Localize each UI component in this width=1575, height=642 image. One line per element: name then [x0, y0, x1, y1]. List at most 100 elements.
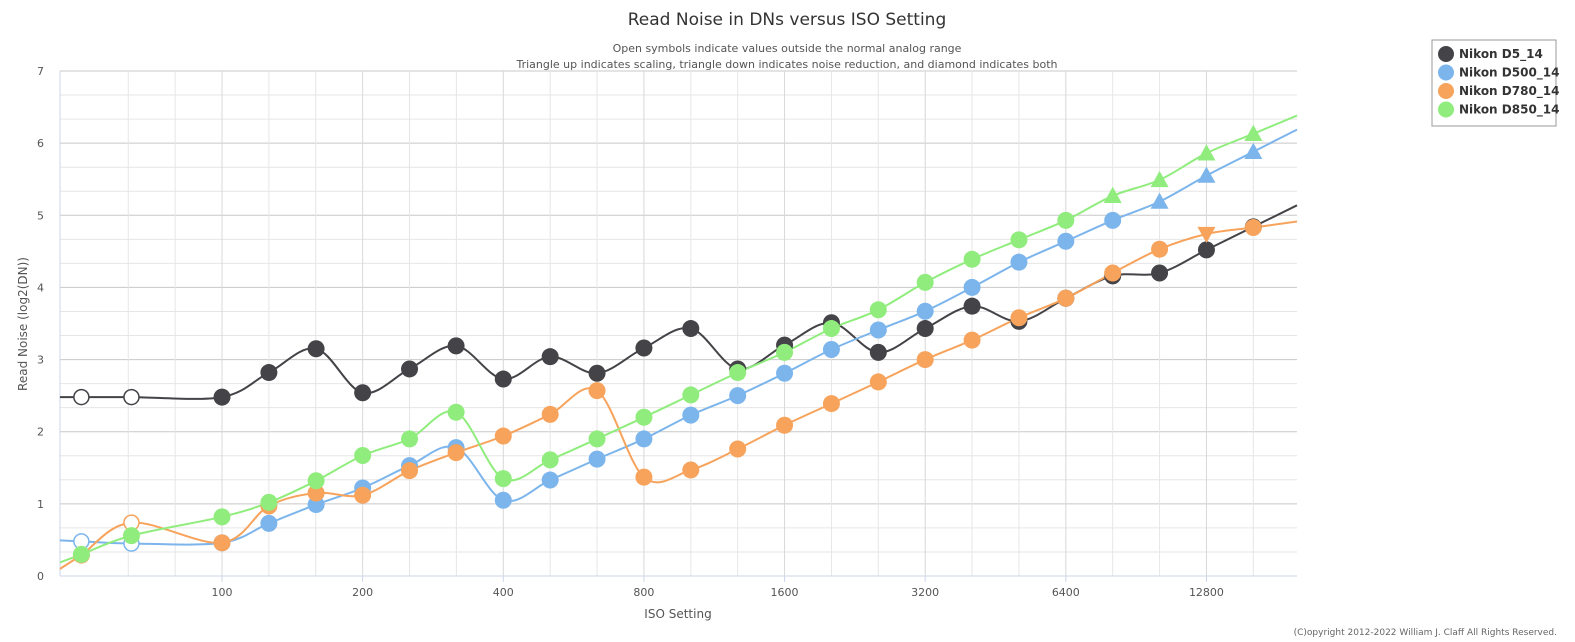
data-point-nikon-d850-14[interactable] — [1103, 186, 1122, 204]
y-tick-label: 2 — [37, 426, 44, 439]
data-point-nikon-d850-14[interactable] — [729, 364, 747, 382]
data-point-nikon-d850-14[interactable] — [354, 447, 372, 465]
data-point-nikon-d850-14[interactable] — [213, 508, 231, 526]
data-point-nikon-d850-14[interactable] — [541, 451, 559, 469]
data-point-nikon-d500-14[interactable] — [541, 471, 559, 489]
data-point-nikon-d500-14[interactable] — [260, 514, 278, 532]
data-point-nikon-d500-14[interactable] — [1150, 192, 1169, 209]
data-point-nikon-d500-14[interactable] — [776, 364, 794, 382]
data-point-nikon-d5-14[interactable] — [1197, 241, 1215, 259]
data-point-nikon-d850-14[interactable] — [72, 545, 90, 563]
data-point-nikon-d850-14[interactable] — [869, 301, 887, 319]
data-point-nikon-d5-14[interactable] — [494, 370, 512, 388]
data-point-nikon-d5-14[interactable] — [447, 337, 465, 355]
data-point-nikon-d780-14[interactable] — [963, 331, 981, 349]
series-markers-layer[interactable] — [72, 124, 1263, 564]
data-point-nikon-d5-14[interactable] — [635, 339, 653, 357]
data-point-nikon-d780-14[interactable] — [1151, 240, 1169, 258]
data-point-nikon-d850-14[interactable] — [682, 386, 700, 404]
data-point-nikon-d850-14[interactable] — [1057, 211, 1075, 229]
data-point-nikon-d850-14[interactable] — [401, 430, 419, 448]
data-point-nikon-d850-14[interactable] — [588, 430, 606, 448]
data-point-nikon-d780-14[interactable] — [447, 444, 465, 462]
data-point-nikon-d850-14[interactable] — [1010, 231, 1028, 249]
y-tick-label: 5 — [37, 209, 44, 222]
x-tick-label: 6400 — [1052, 586, 1080, 599]
data-point-nikon-d5-14[interactable] — [354, 384, 372, 402]
data-point-nikon-d850-14[interactable] — [307, 472, 325, 490]
data-point-nikon-d500-14[interactable] — [1010, 253, 1028, 271]
data-point-nikon-d850-14[interactable] — [260, 493, 278, 511]
y-tick-label: 6 — [37, 137, 44, 150]
y-axis-title: Read Noise (log2(DN)) — [16, 257, 30, 391]
data-point-nikon-d780-14[interactable] — [635, 468, 653, 486]
data-point-nikon-d500-14[interactable] — [916, 302, 934, 320]
data-point-nikon-d5-14[interactable] — [213, 388, 231, 406]
data-point-nikon-d780-14[interactable] — [682, 461, 700, 479]
legend-item-label[interactable]: Nikon D850_14 — [1459, 103, 1560, 118]
data-point-nikon-d780-14[interactable] — [1244, 219, 1262, 237]
data-point-nikon-d850-14[interactable] — [122, 527, 140, 545]
data-point-nikon-d780-14[interactable] — [541, 405, 559, 423]
data-point-nikon-d500-14[interactable] — [822, 340, 840, 358]
data-point-nikon-d780-14[interactable] — [401, 462, 419, 480]
data-point-nikon-d850-14[interactable] — [822, 320, 840, 338]
legend-marker — [1438, 83, 1454, 99]
data-point-nikon-d500-14[interactable] — [869, 321, 887, 339]
data-point-nikon-d500-14[interactable] — [635, 430, 653, 448]
data-point-nikon-d5-14[interactable] — [541, 348, 559, 366]
data-point-nikon-d780-14[interactable] — [776, 416, 794, 434]
data-point-nikon-d780-14[interactable] — [494, 427, 512, 445]
data-point-nikon-d5-14[interactable] — [682, 320, 700, 338]
data-point-nikon-d780-14[interactable] — [307, 484, 325, 502]
data-point-nikon-d850-14[interactable] — [1197, 144, 1216, 161]
data-point-nikon-d780-14[interactable] — [1057, 289, 1075, 307]
data-point-nikon-d500-14[interactable] — [588, 450, 606, 468]
data-point-nikon-d850-14[interactable] — [963, 250, 981, 268]
data-point-nikon-d850-14[interactable] — [776, 343, 794, 361]
data-point-nikon-d780-14[interactable] — [1197, 226, 1216, 244]
data-point-nikon-d850-14[interactable] — [916, 273, 934, 291]
legend-item-label[interactable]: Nikon D780_14 — [1459, 84, 1560, 99]
data-point-nikon-d500-14[interactable] — [494, 491, 512, 509]
data-point-nikon-d500-14[interactable] — [963, 278, 981, 296]
data-point-nikon-d780-14[interactable] — [1104, 264, 1122, 282]
data-point-nikon-d5-14[interactable] — [73, 388, 90, 406]
data-point-nikon-d780-14[interactable] — [729, 440, 747, 458]
y-tick-label: 4 — [37, 281, 44, 294]
legend-item-label[interactable]: Nikon D500_14 — [1459, 66, 1560, 81]
data-point-nikon-d500-14[interactable] — [682, 406, 700, 424]
data-point-nikon-d5-14[interactable] — [916, 320, 934, 338]
chart-subtitle-line-2: Triangle up indicates scaling, triangle … — [515, 58, 1057, 71]
data-point-nikon-d5-14[interactable] — [1151, 264, 1169, 282]
data-point-nikon-d780-14[interactable] — [822, 395, 840, 413]
data-point-nikon-d5-14[interactable] — [260, 364, 278, 382]
legend-marker — [1438, 64, 1454, 81]
x-axis-title: ISO Setting — [644, 607, 711, 621]
data-point-nikon-d500-14[interactable] — [1244, 142, 1263, 159]
data-point-nikon-d780-14[interactable] — [588, 382, 606, 400]
data-point-nikon-d5-14[interactable] — [588, 364, 606, 382]
data-point-nikon-d850-14[interactable] — [1150, 170, 1169, 188]
data-point-nikon-d500-14[interactable] — [729, 387, 747, 405]
data-point-nikon-d5-14[interactable] — [307, 340, 325, 358]
data-point-nikon-d780-14[interactable] — [354, 486, 372, 504]
data-point-nikon-d780-14[interactable] — [213, 534, 231, 552]
data-point-nikon-d500-14[interactable] — [1057, 232, 1075, 250]
data-point-nikon-d5-14[interactable] — [869, 343, 887, 361]
legend-marker — [1438, 46, 1454, 62]
data-point-nikon-d5-14[interactable] — [963, 297, 981, 315]
legend-item-label[interactable]: Nikon D5_14 — [1459, 47, 1543, 62]
data-point-nikon-d500-14[interactable] — [1104, 211, 1122, 229]
data-point-nikon-d500-14[interactable] — [1197, 166, 1216, 183]
data-point-nikon-d850-14[interactable] — [447, 403, 465, 421]
data-point-nikon-d5-14[interactable] — [123, 388, 140, 406]
legend[interactable]: Nikon D5_14 Nikon D500_14 Nikon D780_14 Nik… — [1431, 39, 1560, 127]
data-point-nikon-d850-14[interactable] — [635, 408, 653, 426]
data-point-nikon-d780-14[interactable] — [1010, 309, 1028, 327]
data-point-nikon-d780-14[interactable] — [916, 351, 934, 369]
data-point-nikon-d5-14[interactable] — [401, 360, 419, 378]
data-point-nikon-d850-14[interactable] — [1244, 124, 1263, 141]
data-point-nikon-d850-14[interactable] — [494, 470, 512, 488]
data-point-nikon-d780-14[interactable] — [869, 373, 887, 391]
